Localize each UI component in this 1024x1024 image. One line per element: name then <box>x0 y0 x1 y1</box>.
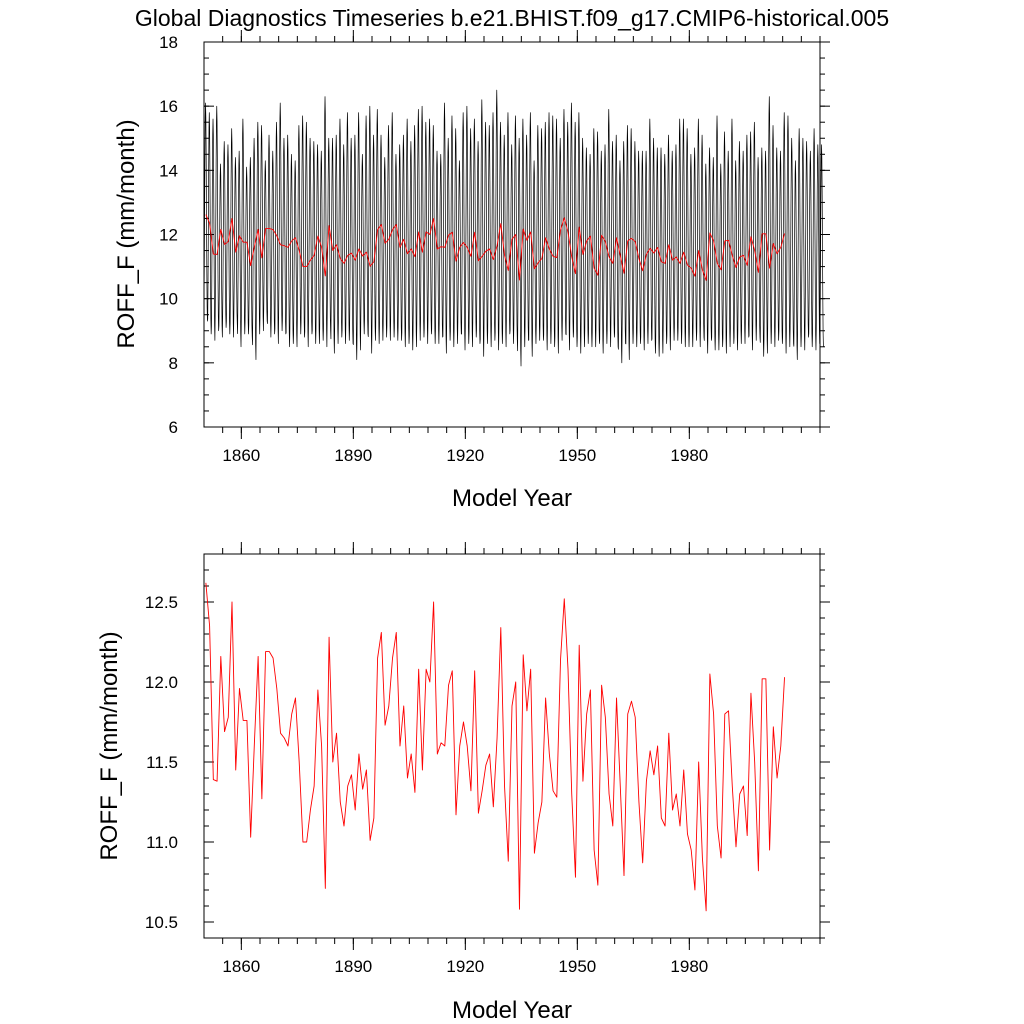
bottom-plot-area <box>205 582 785 912</box>
figure-title: Global Diagnostics Timeseries b.e21.BHIS… <box>135 5 889 31</box>
bottom-x-tick-label: 1920 <box>446 957 484 976</box>
top-x-axis-label: Model Year <box>452 485 572 512</box>
top-y-tick-label: 6 <box>169 418 178 437</box>
bottom-y-axis: 10.5 11.0 11.5 12.0 12.5 <box>145 553 830 939</box>
bottom-x-axis-label: Model Year <box>452 997 572 1024</box>
top-y-tick-label: 10 <box>159 290 178 309</box>
top-y-tick-label: 8 <box>169 354 178 373</box>
bottom-y-tick-label: 11.5 <box>146 753 178 772</box>
bottom-x-tick-label: 1980 <box>670 957 708 976</box>
top-timeseries-panel: 6 8 10 12 14 16 18 1860 1890 1920 1950 1980 Model … <box>113 30 830 512</box>
top-x-tick-label: 1860 <box>222 446 260 465</box>
bottom-x-tick-label: 1950 <box>558 957 596 976</box>
top-x-tick-label: 1920 <box>446 446 484 465</box>
top-x-tick-label: 1950 <box>558 446 596 465</box>
top-plot-frame <box>203 41 821 428</box>
top-series-monthly <box>203 89 824 367</box>
bottom-y-tick-label: 12.0 <box>145 673 178 692</box>
bottom-y-tick-label: 10.5 <box>145 913 178 932</box>
top-x-axis: 1860 1890 1920 1950 1980 <box>222 30 821 465</box>
top-series-annual-mean <box>205 214 785 281</box>
top-y-tick-label: 16 <box>159 97 178 116</box>
top-plot-area <box>203 89 824 367</box>
bottom-annual-mean-panel: 10.5 11.0 11.5 12.0 12.5 1860 1890 1920 1950 198… <box>96 542 830 1024</box>
bottom-x-axis: 1860 1890 1920 1950 1980 <box>222 542 821 976</box>
bottom-y-axis-label: ROFF_F (mm/month) <box>96 631 123 860</box>
top-y-tick-label: 14 <box>159 161 178 180</box>
top-x-tick-label: 1890 <box>334 446 372 465</box>
bottom-series-annual-mean <box>205 582 785 912</box>
bottom-plot-frame <box>203 553 821 939</box>
bottom-y-tick-label: 12.5 <box>145 593 178 612</box>
top-y-axis-label: ROFF_F (mm/month) <box>113 119 140 348</box>
bottom-x-tick-label: 1860 <box>222 957 260 976</box>
top-y-tick-label: 18 <box>159 33 178 52</box>
top-y-tick-label: 12 <box>159 226 178 245</box>
bottom-x-tick-label: 1890 <box>334 957 372 976</box>
top-x-tick-label: 1980 <box>670 446 708 465</box>
bottom-y-tick-label: 11.0 <box>146 833 178 852</box>
